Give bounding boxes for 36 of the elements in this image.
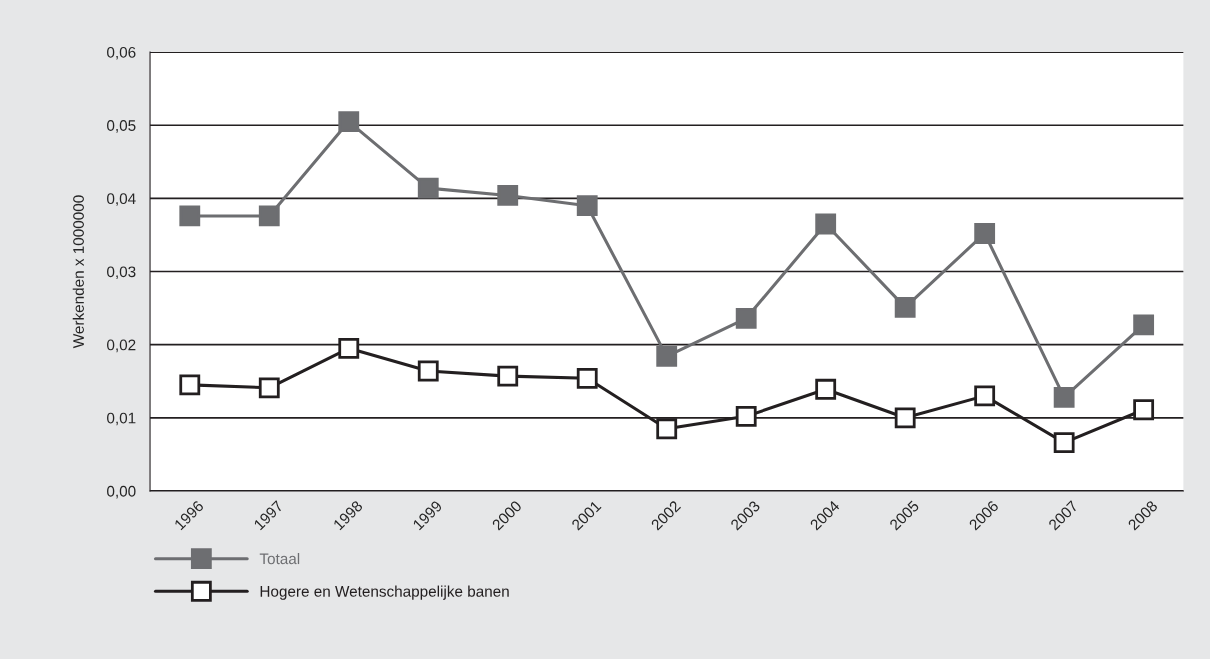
point [497,185,519,206]
point [179,205,201,227]
point [258,205,280,227]
point [1133,399,1155,421]
point [338,337,360,359]
y-tick-label: 0,06 [107,46,136,60]
y-tick-label: 0,03 [107,266,136,279]
point [974,223,996,244]
point [656,418,678,440]
point [894,407,916,429]
y-tick-label: 0,02 [107,339,136,353]
point [179,374,201,396]
point [815,378,837,400]
y-tick-label: 0,01 [107,412,136,426]
point [1053,432,1075,454]
point [735,307,757,329]
point [497,365,519,387]
point [1053,386,1075,408]
y-tick-label: 0,00 [107,485,136,499]
point [656,345,678,367]
y-axis-title: Werkenden x 1000000 [72,195,84,349]
text: Totaal [259,552,300,565]
point [894,296,916,318]
point [576,367,598,389]
y-tick-label: 0,05 [107,120,136,133]
point [1133,314,1155,336]
point [735,405,757,427]
text: Hogere en Wetenschappelijke banen [260,585,509,600]
point [815,213,837,235]
point [258,377,280,399]
point [338,111,360,132]
point [417,360,439,382]
point [576,195,598,217]
y-tick-label: 0,04 [107,193,136,206]
point [974,385,996,407]
point [417,177,439,199]
